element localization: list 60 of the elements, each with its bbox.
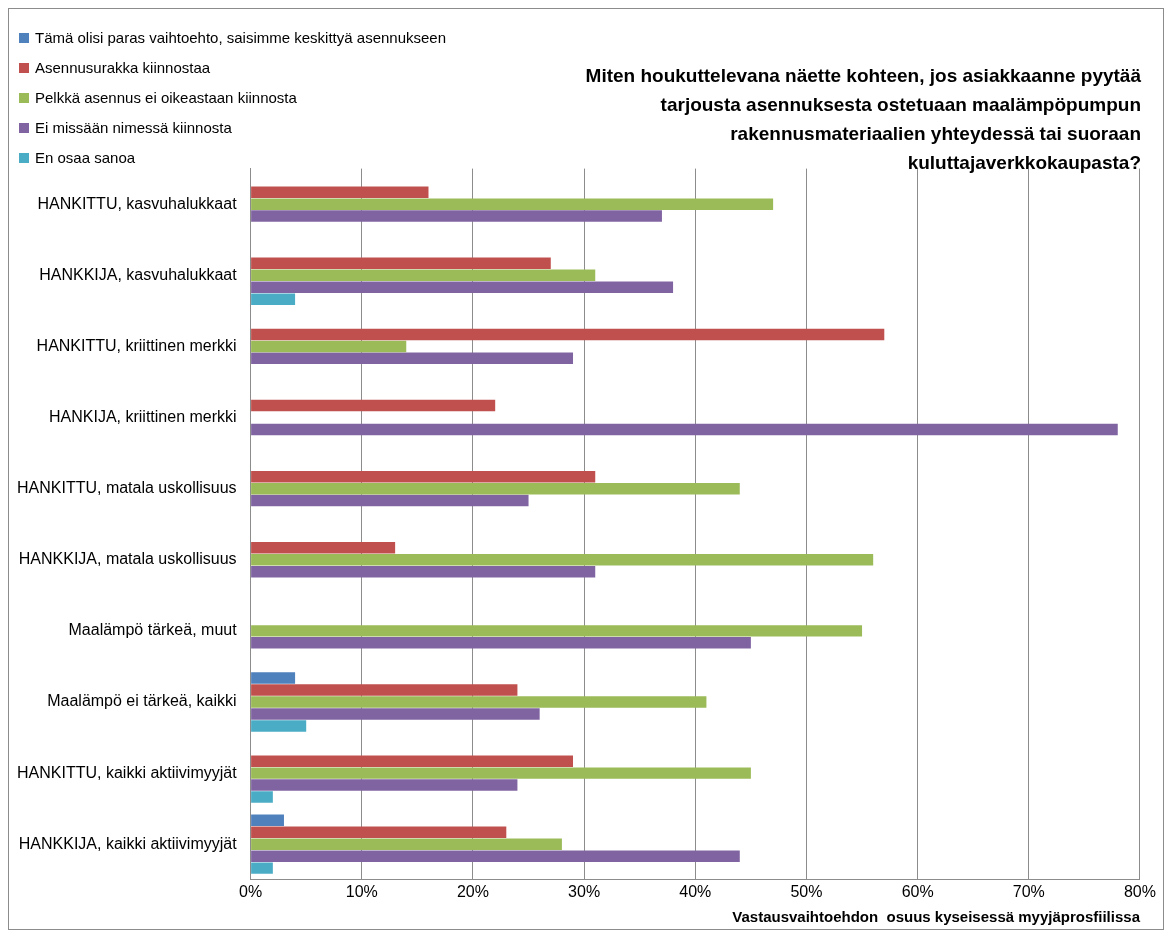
x-tick-label: 80% (1123, 882, 1156, 900)
bar (251, 767, 751, 779)
x-tick-label: 40% (679, 882, 712, 900)
bar (251, 838, 562, 850)
bar (251, 269, 596, 282)
y-tick-label: HANKITTU, kaikki aktiivimyyjät (17, 763, 238, 781)
bar (251, 470, 596, 483)
legend-label: Ei missään nimessä kiinnosta (35, 118, 232, 138)
y-tick-label: HANKKIJA, matala uskollisuus (18, 550, 237, 568)
y-tick-label: Maalämpö ei tärkeä, kaikki (47, 692, 237, 710)
bar (251, 482, 740, 495)
bar (251, 684, 518, 696)
bar (251, 862, 273, 874)
bar (251, 755, 574, 767)
bar (251, 826, 507, 839)
bar (251, 257, 551, 270)
bar (251, 494, 529, 507)
y-tick-label: HANKITTU, kasvuhalukkaat (37, 194, 238, 212)
bar (251, 281, 674, 293)
bar (251, 198, 774, 210)
y-tick-label: HANKKIJA, kasvuhalukkaat (39, 265, 238, 283)
bar (251, 210, 662, 222)
bar (251, 293, 296, 305)
bar (251, 696, 707, 708)
y-tick-label: HANKKIJA, kaikki aktiivimyyjät (18, 834, 238, 852)
bar (251, 565, 596, 578)
bar (251, 625, 863, 637)
x-tick-label: 60% (901, 882, 934, 900)
x-tick-label: 20% (456, 882, 489, 900)
x-tick-label: 70% (1012, 882, 1045, 900)
y-tick-label: HANKITTU, matala uskollisuus (16, 479, 237, 497)
legend-label: En osaa sanoa (35, 148, 136, 168)
bar (251, 814, 284, 827)
bar (251, 791, 273, 803)
bar (251, 708, 540, 720)
chart-title: Miten houkuttelevana näette kohteen, jos asiakkaanne pyytää tarjousta asennuksesta ostetuaan maalämpöpumpun rakennusmateriaalien yhteydessä tai suoraan kuluttajaverkkokaupasta? (584, 64, 1141, 175)
legend-label: Pelkkä asennus ei oikeastaan kiinnosta (35, 88, 297, 108)
bar (251, 720, 307, 732)
bar (251, 554, 874, 566)
x-tick-label: 10% (345, 882, 378, 900)
bar (251, 352, 574, 365)
legend-label: Tämä olisi paras vaihtoehto, saisimme keskittyä asennukseen (35, 28, 447, 48)
bar (251, 850, 740, 862)
bar (251, 542, 396, 554)
x-tick-label: 50% (790, 882, 823, 900)
x-tick-label: 30% (568, 882, 601, 900)
y-tick-label: HANKIJA, kriittinen merkki (49, 407, 237, 425)
bar (251, 779, 518, 791)
y-tick-label: HANKITTU, kriittinen merkki (36, 336, 237, 354)
x-axis-title: Vastausvaihtoehdon osuus kyseisessä myyjäprosfiilissa (732, 908, 1141, 926)
bar (251, 328, 885, 341)
bar (251, 340, 407, 353)
legend-label: Asennusurakka kiinnostaa (35, 58, 211, 78)
y-tick-label: Maalämpö tärkeä, muut (68, 621, 238, 639)
bar (251, 186, 429, 198)
bar (251, 399, 496, 412)
bar (251, 423, 1118, 436)
bar (251, 637, 751, 649)
x-tick-label: 0% (239, 882, 263, 900)
bar (251, 672, 296, 684)
